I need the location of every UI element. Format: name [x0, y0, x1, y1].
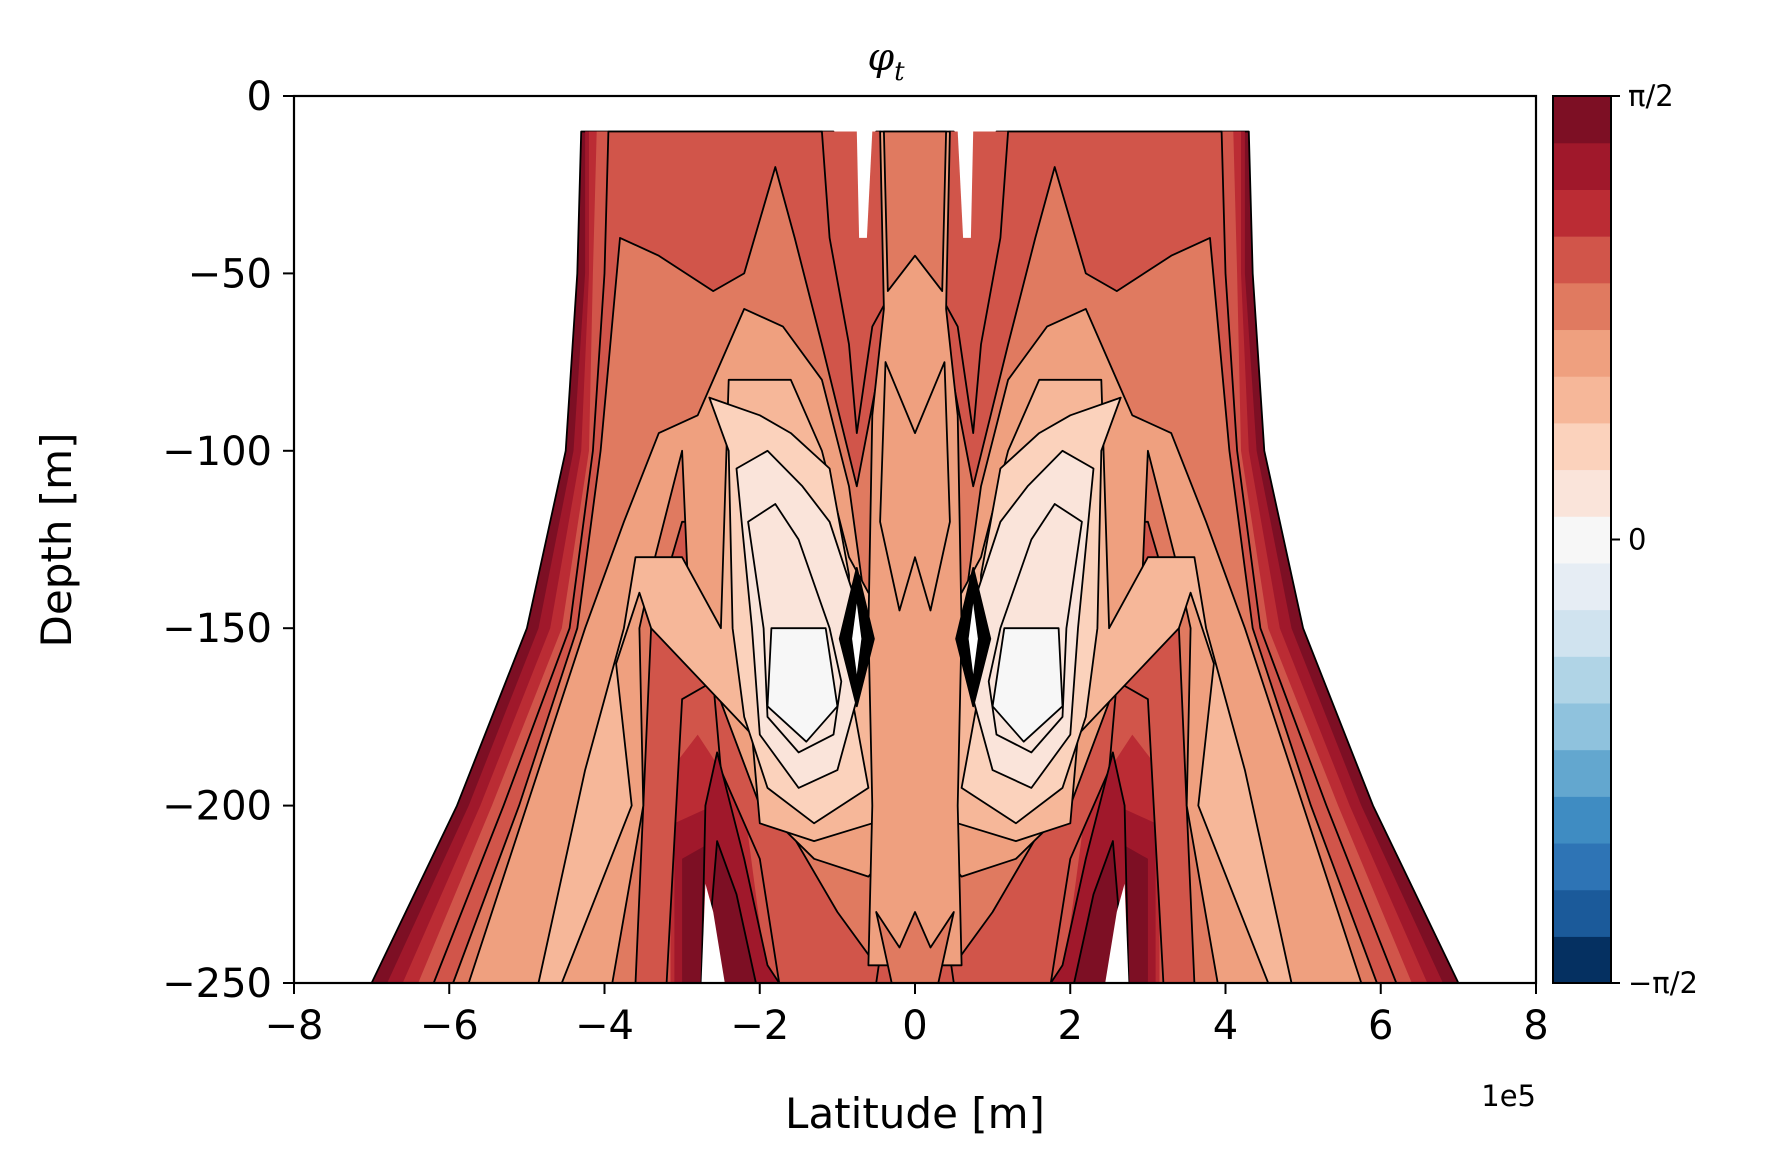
colorbar-level — [1553, 609, 1611, 657]
x-tick-label: −6 — [420, 1003, 479, 1049]
x-tick-label: 4 — [1213, 1003, 1238, 1049]
colorbar-level — [1553, 96, 1611, 144]
y-tick-label: −100 — [162, 429, 272, 475]
colorbar-level — [1553, 516, 1611, 564]
colorbar-level — [1553, 749, 1611, 797]
colorbar-level — [1553, 142, 1611, 190]
chart-title: φt — [867, 35, 905, 87]
colorbar-level — [1553, 842, 1611, 891]
colorbar-level — [1553, 702, 1611, 751]
x-tick-label: 8 — [1523, 1003, 1548, 1049]
masked-region — [1105, 883, 1129, 983]
colorbar-level — [1553, 889, 1611, 937]
y-tick-label: −250 — [162, 961, 272, 1007]
colorbar-level — [1553, 329, 1611, 377]
masked-region — [856, 131, 873, 238]
contour-band — [883, 130, 947, 293]
colorbar-level — [1553, 656, 1611, 704]
contour-band — [766, 627, 839, 743]
y-tick-label: −50 — [188, 251, 272, 297]
colorbar-level — [1553, 189, 1611, 237]
contour-band — [875, 911, 955, 983]
contour-bands — [370, 130, 1460, 983]
x-tick-label: 0 — [902, 1003, 927, 1049]
colorbar: π/2 0 −π/2 — [1552, 79, 1698, 1000]
masked-region — [701, 883, 725, 983]
colorbar-tick-label: 0 — [1628, 523, 1646, 557]
colorbar-level — [1553, 282, 1611, 331]
contour-band — [991, 627, 1064, 743]
x-tick-label: −2 — [730, 1003, 789, 1049]
colorbar-level — [1553, 236, 1611, 284]
masked-region — [957, 131, 974, 238]
y-tick-label: 0 — [247, 74, 272, 120]
x-tick-label: −8 — [265, 1003, 324, 1049]
y-axis-label: Depth [m] — [32, 433, 81, 648]
x-tick-label: 2 — [1058, 1003, 1083, 1049]
colorbar-level — [1553, 422, 1611, 471]
contour-band — [879, 361, 951, 612]
plot-area — [370, 130, 1460, 983]
x-axis-label: Latitude [m] — [785, 1089, 1045, 1138]
colorbar-level — [1553, 936, 1611, 984]
singularity-core — [852, 603, 862, 675]
x-offset-label: 1e5 — [1481, 1079, 1536, 1113]
x-axis: −8 −6 −4 −2 0 2 4 6 8 — [265, 983, 1549, 1049]
colorbar-level — [1553, 796, 1611, 844]
colorbar-level — [1553, 469, 1611, 517]
x-tick-label: −4 — [575, 1003, 634, 1049]
colorbar-level — [1553, 376, 1611, 424]
x-tick-label: 6 — [1368, 1003, 1393, 1049]
colorbar-tick-label: −π/2 — [1628, 966, 1698, 1000]
colorbar-level — [1553, 562, 1611, 611]
y-axis: 0 −50 −100 −150 −200 −250 — [162, 74, 294, 1007]
y-tick-label: −200 — [162, 784, 272, 830]
singularity-core — [968, 603, 978, 675]
colorbar-tick-label: π/2 — [1628, 79, 1674, 113]
y-tick-label: −150 — [162, 606, 272, 652]
